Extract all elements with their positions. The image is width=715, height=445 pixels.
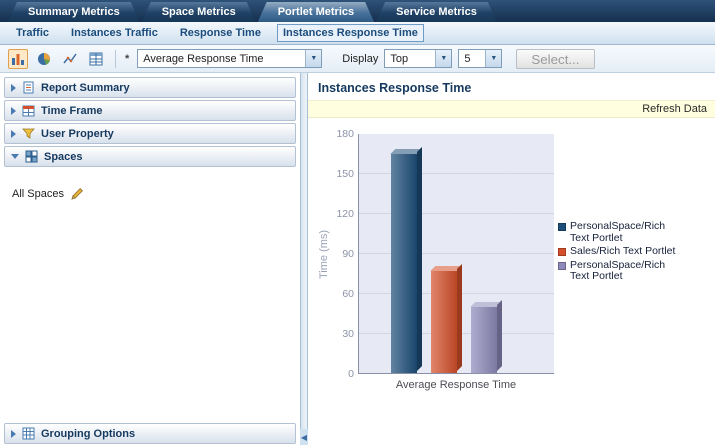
section-label: Grouping Options [41,427,136,440]
table-view-icon[interactable] [86,49,106,69]
legend-swatch [558,223,566,232]
y-tick-label: 150 [336,168,354,180]
y-tick-label: 0 [348,368,354,380]
toolbar-separator [115,49,116,68]
refresh-data-link[interactable]: Refresh Data [642,103,707,115]
report-title: Instances Response Time [318,81,472,95]
chart-legend: PersonalSpace/Rich Text Portlet Sales/Ric… [558,221,680,283]
sidebar: Report Summary Time Frame User Property [0,73,300,445]
section-grouping-options[interactable]: Grouping Options [4,423,296,444]
tab-space-metrics[interactable]: Space Metrics [142,2,256,22]
tab-summary-metrics[interactable]: Summary Metrics [8,2,140,22]
chevron-down-icon: ▼ [305,50,322,67]
chevron-right-icon [11,83,16,92]
legend-label: PersonalSpace/Rich Text Portlet [570,220,666,244]
y-axis-title: Time (ms) [318,229,330,279]
top-select-value: Top [390,52,409,65]
top-tab-bar: Summary Metrics Space Metrics Portlet Me… [0,0,715,22]
legend-swatch [558,248,566,257]
y-tick-label: 180 [336,128,354,140]
spaces-panel: All Spaces [2,168,298,422]
pie-chart-icon[interactable] [34,49,54,69]
legend-label: PersonalSpace/Rich Text Portlet [570,258,666,283]
section-spaces[interactable]: Spaces [4,146,296,167]
sub-tab-bar: Traffic Instances Traffic Response Time … [0,22,715,45]
bar-chart-glyph [12,53,24,65]
all-spaces-label: All Spaces [12,188,64,200]
main-area: Report Summary Time Frame User Property [0,73,715,445]
legend-item: PersonalSpace/Rich Text Portlet [558,221,680,244]
chevron-right-icon [11,106,16,115]
section-user-property[interactable]: User Property [4,123,296,144]
subtab-instances-response-time[interactable]: Instances Response Time [276,24,424,42]
legend-label: Sales/Rich Text Portlet [570,245,676,258]
y-tick-label: 30 [342,328,354,340]
section-time-frame[interactable]: Time Frame [4,100,296,121]
x-axis-label: Average Response Time [395,379,517,391]
pie-chart-glyph [38,52,50,65]
chevron-down-icon [11,154,19,159]
chart-bar [471,306,497,373]
metric-select-value: Average Response Time [143,52,264,65]
required-marker: * [125,52,130,65]
tab-service-metrics[interactable]: Service Metrics [376,2,497,22]
plot-area [358,134,554,374]
chart-bar [391,153,417,373]
legend-item: PersonalSpace/Rich Text Portlet [558,258,680,283]
bar-chart-icon[interactable] [8,48,28,69]
edit-pencil-icon[interactable] [70,186,85,201]
top-select[interactable]: Top ▼ [384,49,453,68]
section-report-summary[interactable]: Report Summary [4,77,296,98]
legend-swatch [558,261,566,270]
grouping-options-icon [22,427,35,440]
collapse-panel-arrow-icon[interactable]: ◀ [300,429,308,445]
count-select-value: 5 [464,52,471,65]
panel-splitter[interactable]: ◀ [300,73,308,445]
chart-bar [431,270,457,373]
legend-wrap: PersonalSpace/Rich Text Portlet Sales/Ric… [558,132,680,372]
chart-toolbar: * Average Response Time ▼ Display Top ▼ … [0,45,715,73]
line-chart-icon[interactable] [60,49,80,69]
chevron-right-icon [11,129,16,138]
spaces-icon [25,150,38,163]
y-tick-label: 90 [342,248,354,260]
user-property-filter-icon [22,128,35,139]
section-label: Report Summary [41,81,130,94]
chevron-down-icon: ▼ [485,50,502,67]
table-glyph [89,52,103,65]
y-tick-label: 120 [336,208,354,220]
subtab-traffic[interactable]: Traffic [16,27,50,39]
subtab-instances-traffic[interactable]: Instances Traffic [71,27,158,39]
section-label: Time Frame [41,104,103,117]
line-chart-glyph [63,53,77,63]
y-axis-ticks: 180 150 120 90 60 30 0 [332,128,358,380]
plot-column: Average Response Time [358,134,554,391]
display-label: Display [342,52,379,65]
legend-item: Sales/Rich Text Portlet [558,246,680,258]
bar-chart: Time (ms) 180 150 120 90 60 30 0 Average Respo… [308,118,715,445]
metric-select[interactable]: Average Response Time ▼ [137,49,323,68]
select-button[interactable]: Select... [516,48,595,69]
chevron-down-icon: ▼ [435,50,452,67]
y-tick-label: 60 [342,288,354,300]
section-label: User Property [41,127,114,140]
refresh-bar: Refresh Data [308,100,715,118]
count-select[interactable]: 5 ▼ [458,49,503,68]
report-content: Instances Response Time Refresh Data Tim… [308,73,715,445]
tab-portlet-metrics[interactable]: Portlet Metrics [258,2,374,22]
section-label: Spaces [44,150,83,163]
report-summary-icon [23,81,34,94]
time-frame-icon [22,105,35,117]
chevron-right-icon [11,429,16,438]
subtab-response-time[interactable]: Response Time [179,27,261,39]
